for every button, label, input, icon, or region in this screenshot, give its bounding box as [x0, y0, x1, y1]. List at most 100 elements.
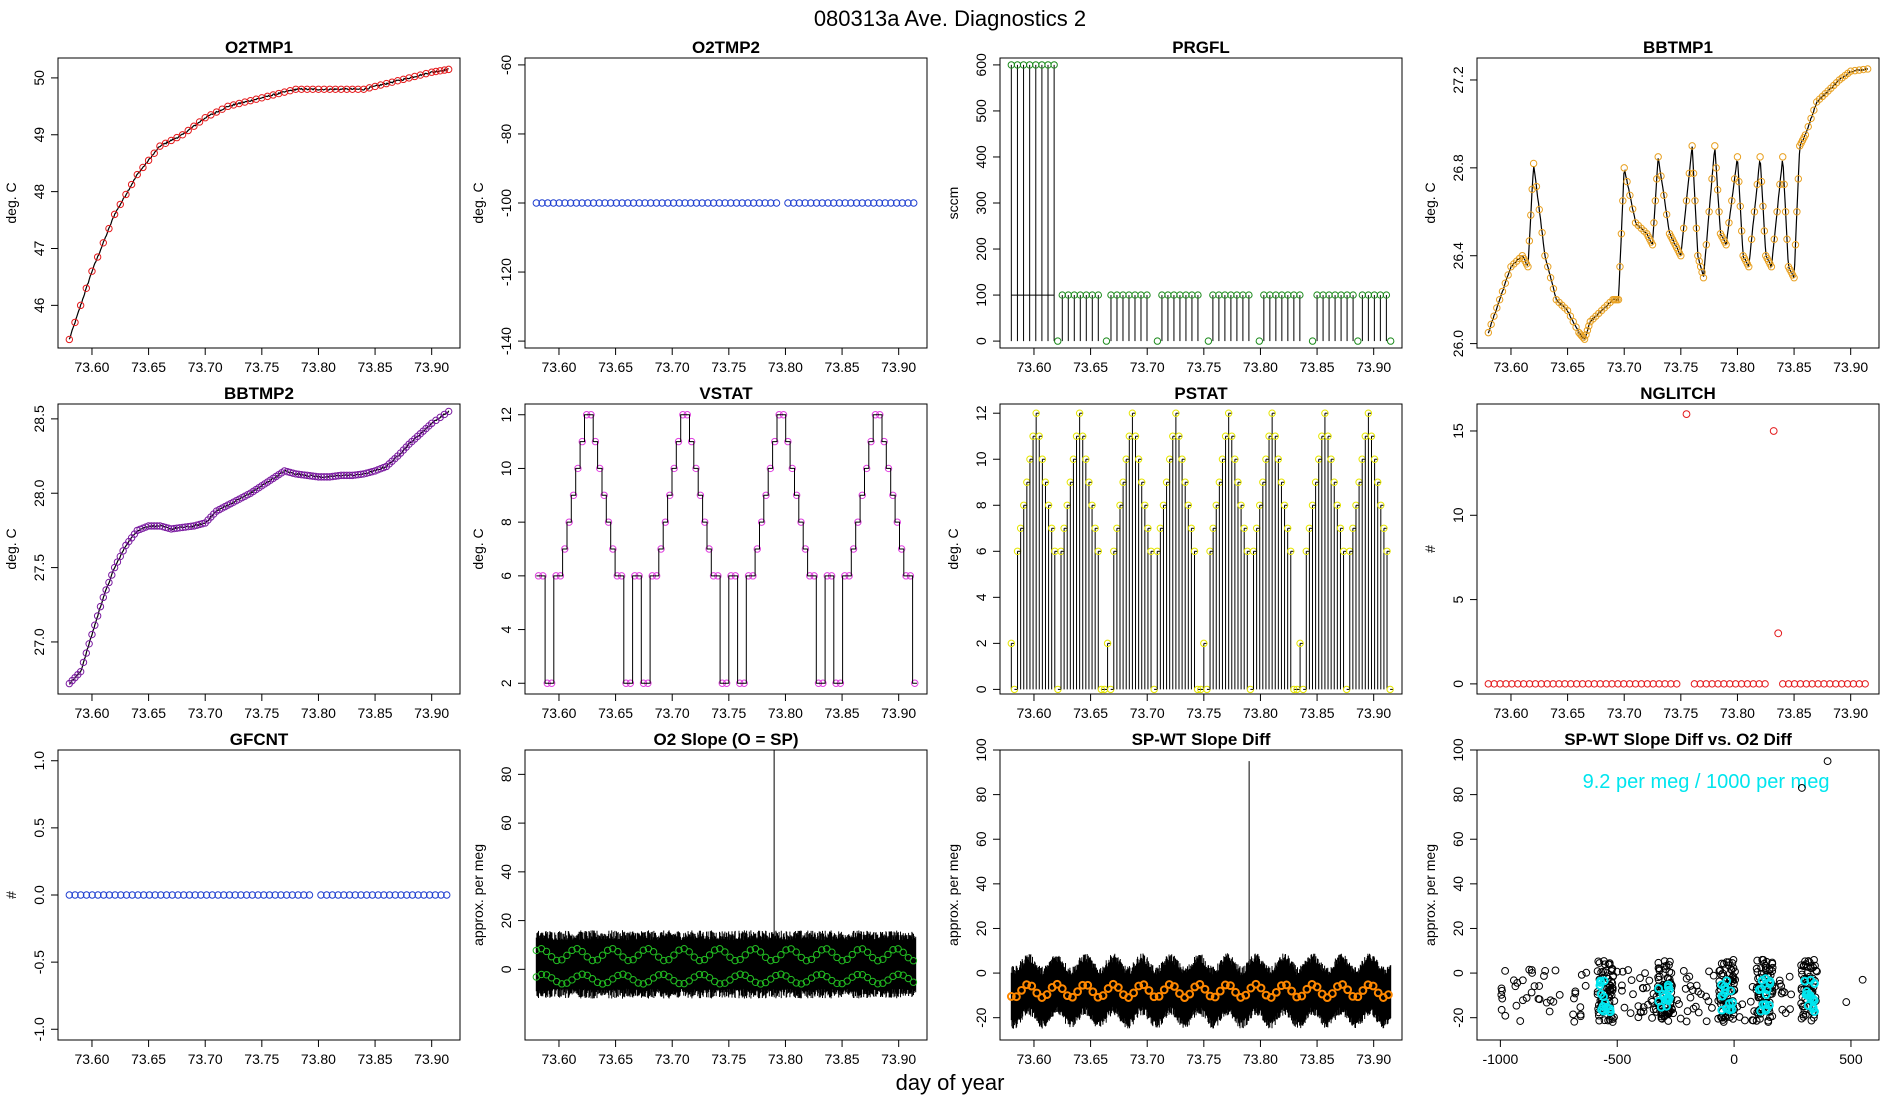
x-tick-label: 73.65 — [131, 359, 166, 375]
data-point — [1282, 980, 1291, 990]
data-point — [1535, 205, 1543, 214]
data-point — [93, 612, 102, 620]
data-point — [1593, 967, 1602, 976]
data-point — [1673, 680, 1681, 688]
data-point — [583, 953, 591, 961]
data-point — [598, 951, 607, 959]
x-tick-label: 73.85 — [1300, 359, 1335, 375]
data-point — [1761, 680, 1769, 688]
data-point — [852, 199, 861, 207]
data-point — [1102, 337, 1111, 345]
y-axis-label: deg. C — [3, 182, 19, 223]
data-point — [191, 891, 199, 899]
data-point — [1711, 142, 1719, 150]
data-point — [792, 979, 800, 987]
data-point — [1577, 970, 1586, 979]
data-point — [1139, 980, 1149, 990]
data-point — [1234, 478, 1242, 486]
x-tick-label: 73.80 — [1720, 359, 1755, 375]
data-point-highlight — [1765, 979, 1775, 989]
x-tick-label: 73.90 — [1356, 1051, 1391, 1067]
data-point — [751, 945, 760, 953]
panel-o2tmp2: O2TMP2 deg. C 73.60 73.65 73.70 73.75 73.80 73.… — [470, 38, 928, 375]
panel-title: NGLITCH — [1640, 384, 1716, 403]
data-point — [1190, 547, 1199, 556]
data-point — [634, 951, 642, 959]
data-point — [1648, 1013, 1656, 1022]
data-point — [1143, 291, 1151, 299]
data-point-highlight — [1721, 1004, 1731, 1013]
data-point-highlight — [1808, 1003, 1818, 1012]
noise-band — [535, 930, 917, 999]
data-point — [658, 199, 666, 207]
data-point — [1501, 1011, 1510, 1020]
y-tick-label: 80 — [973, 787, 989, 803]
data-point — [309, 85, 317, 93]
data-point — [777, 970, 785, 978]
data-point — [1655, 964, 1664, 973]
data-point — [583, 971, 591, 980]
data-point — [744, 199, 752, 207]
data-point — [639, 980, 648, 988]
data-point — [116, 200, 124, 209]
data-point — [105, 578, 113, 587]
data-point — [1017, 985, 1026, 995]
data-point — [664, 199, 672, 207]
y-tick-label: 26.8 — [1450, 154, 1466, 181]
data-point — [1617, 230, 1626, 238]
data-point — [838, 956, 846, 965]
data-point — [1605, 960, 1614, 969]
x-tick-label: 73.65 — [1550, 705, 1585, 721]
data-point — [1504, 271, 1512, 279]
data-point — [1184, 501, 1193, 509]
x-tick-label: 73.80 — [1720, 705, 1755, 721]
data-point — [1237, 501, 1245, 509]
x-tick-label: 73.60 — [74, 359, 109, 375]
data-point — [558, 956, 566, 964]
data-point — [761, 978, 770, 987]
y-tick-label: 46 — [31, 297, 47, 313]
data-point — [1801, 957, 1810, 966]
data-point — [1605, 993, 1614, 1002]
y-tick-label: -100 — [498, 189, 514, 217]
data-point — [1793, 208, 1801, 216]
data-point — [887, 199, 895, 207]
data-point — [595, 199, 603, 207]
data-point — [1717, 971, 1726, 979]
data-point — [1572, 680, 1581, 688]
data-point — [641, 199, 649, 207]
data-point — [1786, 1005, 1794, 1014]
x-tick-label: 73.85 — [825, 1051, 860, 1067]
data-point — [1685, 169, 1694, 178]
data-point — [303, 471, 311, 480]
data-point — [870, 199, 878, 207]
y-tick-label: 28.5 — [31, 405, 47, 432]
data-point — [578, 970, 586, 978]
x-tick-label: 73.80 — [1243, 1051, 1278, 1067]
data-point — [1576, 1003, 1585, 1012]
data-point — [1691, 197, 1699, 205]
data-point — [1241, 990, 1251, 1000]
data-point — [1368, 981, 1378, 991]
y-tick-label: 500 — [973, 99, 989, 123]
data-point — [214, 891, 222, 899]
data-point — [1277, 478, 1286, 486]
data-point — [1657, 172, 1665, 180]
data-point — [1204, 337, 1213, 345]
panel-spwt: SP-WT Slope Diff approx. per meg 73.60 73.6… — [945, 730, 1403, 1067]
data-point — [801, 545, 810, 553]
data-point — [1093, 992, 1103, 1002]
data-point — [899, 948, 907, 957]
data-point — [65, 335, 74, 344]
data-point — [1537, 680, 1546, 688]
data-point — [1638, 984, 1647, 992]
data-point — [1608, 1015, 1617, 1023]
data-point — [862, 464, 871, 473]
data-point — [1625, 680, 1634, 688]
data-point — [624, 972, 632, 980]
y-tick-label: 60 — [1450, 831, 1466, 847]
data-point — [1324, 432, 1332, 440]
data-point — [784, 437, 792, 446]
y-tick-label: 8 — [498, 518, 514, 526]
data-point — [1736, 202, 1744, 210]
